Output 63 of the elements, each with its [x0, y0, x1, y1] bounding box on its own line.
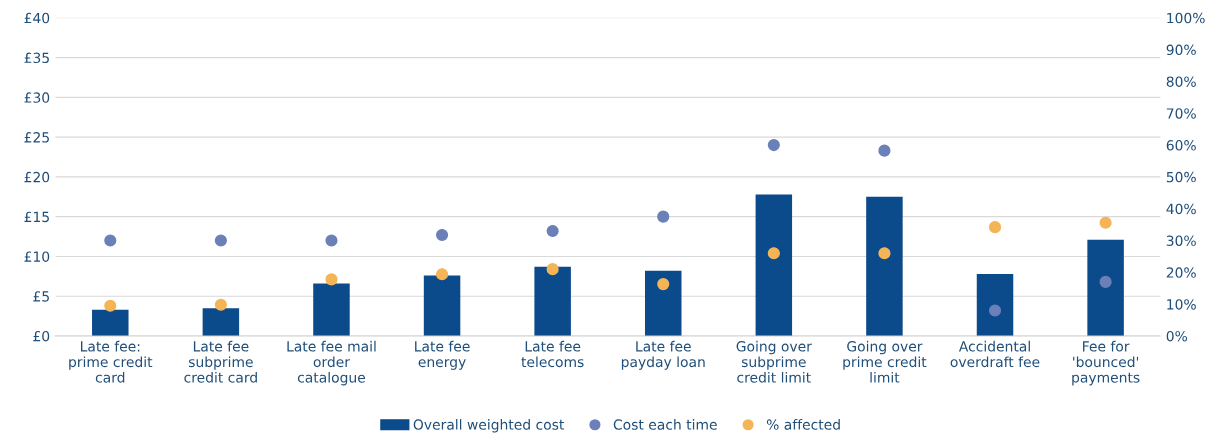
bar	[1087, 239, 1124, 336]
y2-tick-label: 40%	[1166, 203, 1196, 215]
y-tick-label: £10	[24, 251, 50, 262]
point	[325, 234, 338, 247]
point	[767, 138, 780, 152]
y2-tick-label: 100%	[1167, 12, 1205, 24]
y-tick-label: £30	[24, 92, 50, 103]
y-tick-label: £5	[33, 291, 49, 302]
point	[767, 247, 780, 260]
point	[988, 221, 1002, 234]
point	[878, 247, 891, 260]
bar	[976, 273, 1014, 336]
bar	[313, 283, 350, 336]
x-tick-label: Late fee: prime credit card	[69, 340, 153, 383]
legend-label: Cost each time	[613, 419, 717, 430]
bar	[92, 309, 129, 336]
x-tick-label: Going over subprime credit limit	[736, 340, 812, 383]
y2-tick-label: 10%	[1167, 299, 1196, 310]
y-tick-label: £20	[24, 171, 50, 183]
bar	[423, 275, 461, 336]
legend-label: Overall weighted cost	[413, 419, 565, 433]
y-tick-label: £25	[24, 132, 49, 143]
y2-tick-label: 80%	[1166, 76, 1196, 87]
y-tick-label: £15	[24, 211, 49, 223]
point	[325, 273, 338, 286]
bar	[755, 194, 793, 336]
x-tick-label: Late fee mail order catalogue	[287, 340, 376, 386]
point	[1099, 216, 1112, 229]
legend-label: % affected	[766, 419, 840, 430]
y2-tick-label: 20%	[1166, 267, 1196, 278]
y2-tick-label: 90%	[1166, 44, 1196, 56]
bar	[644, 270, 682, 336]
point	[546, 224, 559, 238]
point	[657, 278, 670, 291]
bar	[534, 266, 571, 336]
y-tick-label: £40	[24, 12, 50, 24]
y2-tick-label: 60%	[1166, 140, 1196, 151]
x-tick-label: Going over prime credit limit	[843, 340, 927, 383]
y-tick-label: £35	[24, 52, 49, 64]
x-tick-label: Late fee subprime credit card	[184, 340, 257, 383]
point	[104, 234, 117, 247]
point	[435, 228, 449, 242]
x-tick-label: Late fee telecoms	[521, 340, 584, 368]
point	[1099, 275, 1112, 288]
point	[546, 263, 559, 276]
point	[214, 234, 227, 247]
bar	[866, 196, 903, 336]
x-tick-label: Late fee energy	[415, 340, 470, 370]
y-tick-label: £0	[33, 330, 50, 342]
x-tick-label: Accidental overdraft fee	[950, 340, 1040, 368]
bar	[202, 308, 240, 336]
point	[435, 268, 449, 281]
point	[878, 144, 891, 157]
y2-tick-label: 50%	[1166, 171, 1196, 183]
point	[104, 299, 117, 312]
y2-tick-label: 0%	[1166, 330, 1188, 342]
y2-tick-label: 30%	[1166, 235, 1196, 246]
y2-tick-label: 70%	[1166, 108, 1196, 119]
point	[657, 210, 670, 223]
point	[988, 304, 1002, 317]
x-tick-label: Late fee payday loan	[621, 340, 705, 370]
point	[214, 298, 227, 311]
x-tick-label: Fee for 'bounced' payments	[1072, 340, 1140, 386]
